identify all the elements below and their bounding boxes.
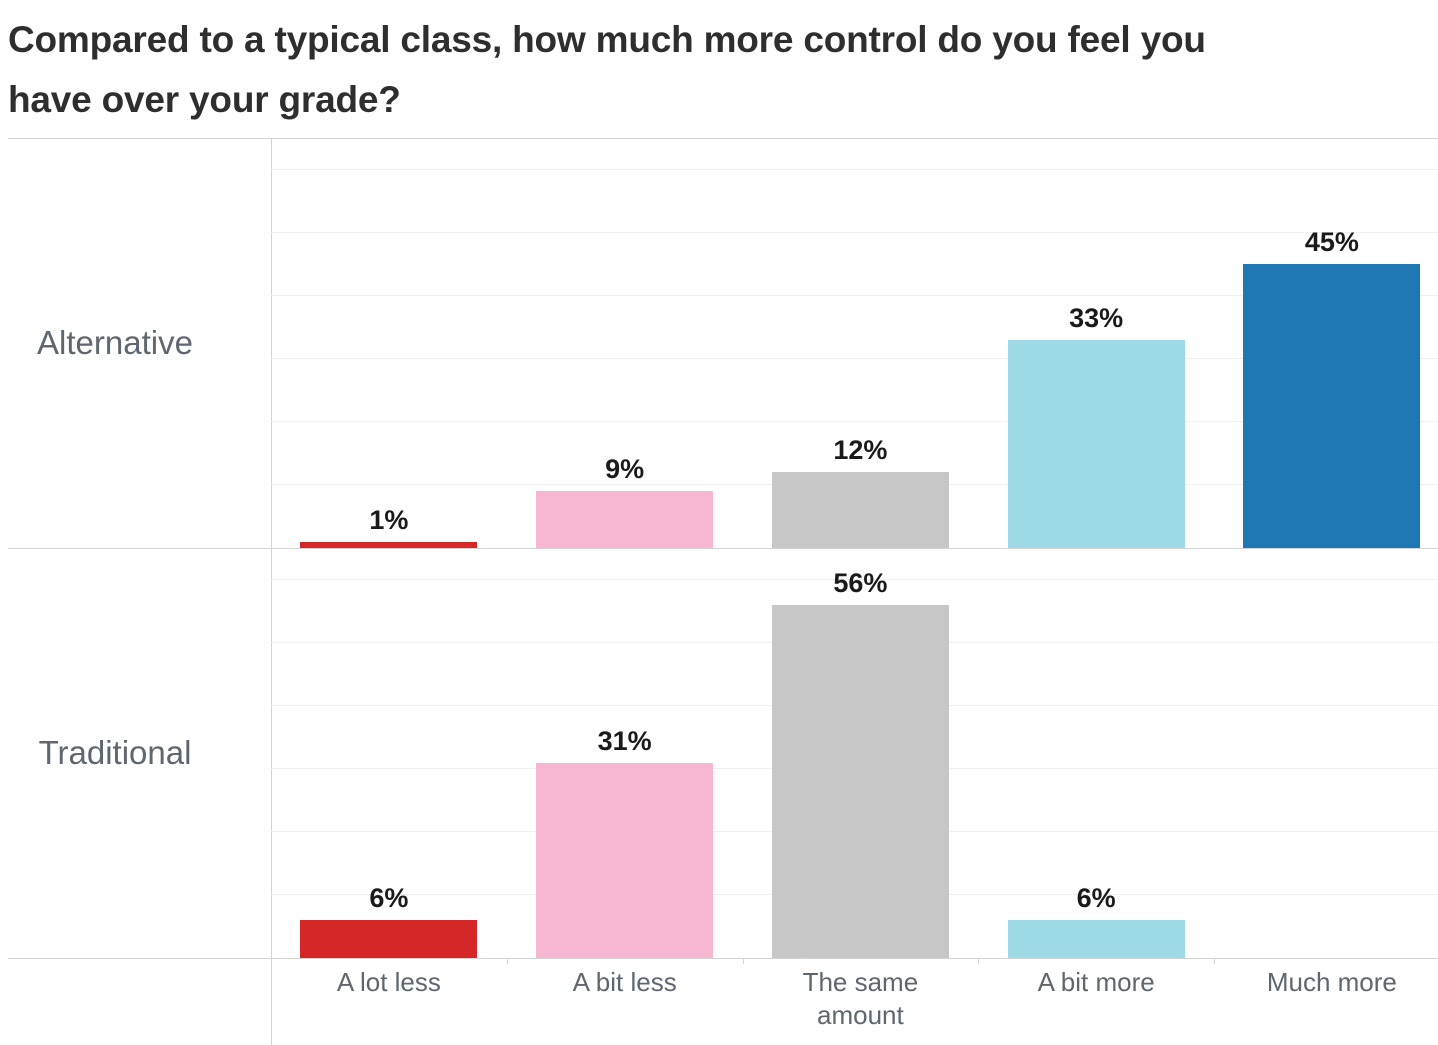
bar-cell: 6% [978,548,1214,958]
chart-top-border [8,138,1438,139]
bar-cell: 6% [271,548,507,958]
gridline [271,357,1438,359]
bar-cell: 33% [978,138,1214,548]
bar-traditional-a-bit-less[interactable] [536,762,714,958]
x-axis-tick [978,958,980,964]
gridline [271,420,1438,422]
x-axis-tick [1214,958,1215,964]
x-axis-tick [506,958,508,964]
bar-cell: 1% [271,138,507,548]
bar-alternative-a-lot-less[interactable] [300,541,478,548]
chart-title: Compared to a typical class, how much mo… [8,10,1428,130]
bar-cell: 45% [1214,138,1438,548]
bar-alternative-much-more[interactable] [1243,264,1421,548]
bar-traditional-a-bit-more[interactable] [1007,920,1185,958]
chart-title-line-1: Compared to a typical class, how much mo… [8,19,1206,60]
x-axis-label-a-lot-less[interactable]: A lot less [336,967,441,997]
bar-cell: 9% [507,138,743,548]
gridline [271,578,1438,580]
bar-cell: 56% [743,548,979,958]
row-divider-line [8,548,1438,549]
value-label-alternative-a-bit-less: 9% [605,454,645,485]
value-label-alternative-a-bit-more: 33% [1069,302,1124,333]
value-label-traditional-a-bit-more: 6% [1076,883,1116,914]
value-label-traditional-a-bit-less: 31% [597,725,652,756]
panel-alternative: Alternative 1% 9% 12% 33% 45% [0,138,1438,548]
value-label-alternative-a-lot-less: 1% [369,504,409,535]
y-axis-line [271,138,272,1045]
x-axis-line [8,958,1438,959]
bar-alternative-a-bit-more[interactable] [1007,339,1185,548]
value-label-alternative-the-same-amount: 12% [833,435,888,466]
x-axis-label-a-bit-less[interactable]: A bit less [572,967,677,997]
panel-traditional: Traditional 6% 31% 56% 6% [0,548,1438,958]
gridline [271,294,1438,296]
bar-cell: 12% [743,138,979,548]
bar-alternative-the-same-amount[interactable] [771,472,949,548]
bar-traditional-the-same-amount[interactable] [771,604,949,958]
chart-title-line-2: have over your grade? [8,79,401,120]
gridline [271,168,1438,170]
x-axis-label-the-same-amount[interactable]: The same amount [802,967,919,1030]
row-label-traditional[interactable]: Traditional [38,734,192,771]
bar-cell: 31% [507,548,743,958]
bar-cell [1214,548,1438,958]
x-axis-tick [742,958,744,964]
gridline [271,231,1438,233]
value-label-traditional-a-lot-less: 6% [369,883,409,914]
row-label-alternative[interactable]: Alternative [37,324,193,361]
value-label-alternative-much-more: 45% [1304,227,1359,258]
bar-alternative-a-bit-less[interactable] [536,491,714,548]
plot-area-traditional: 6% 31% 56% 6% [271,548,1438,958]
bar-traditional-a-lot-less[interactable] [300,920,478,958]
x-axis-label-a-bit-more[interactable]: A bit more [1037,967,1155,997]
value-label-traditional-the-same-amount: 56% [833,567,888,598]
plot-area-alternative: 1% 9% 12% 33% 45% [271,138,1438,548]
x-axis-label-much-more[interactable]: Much more [1266,967,1397,997]
